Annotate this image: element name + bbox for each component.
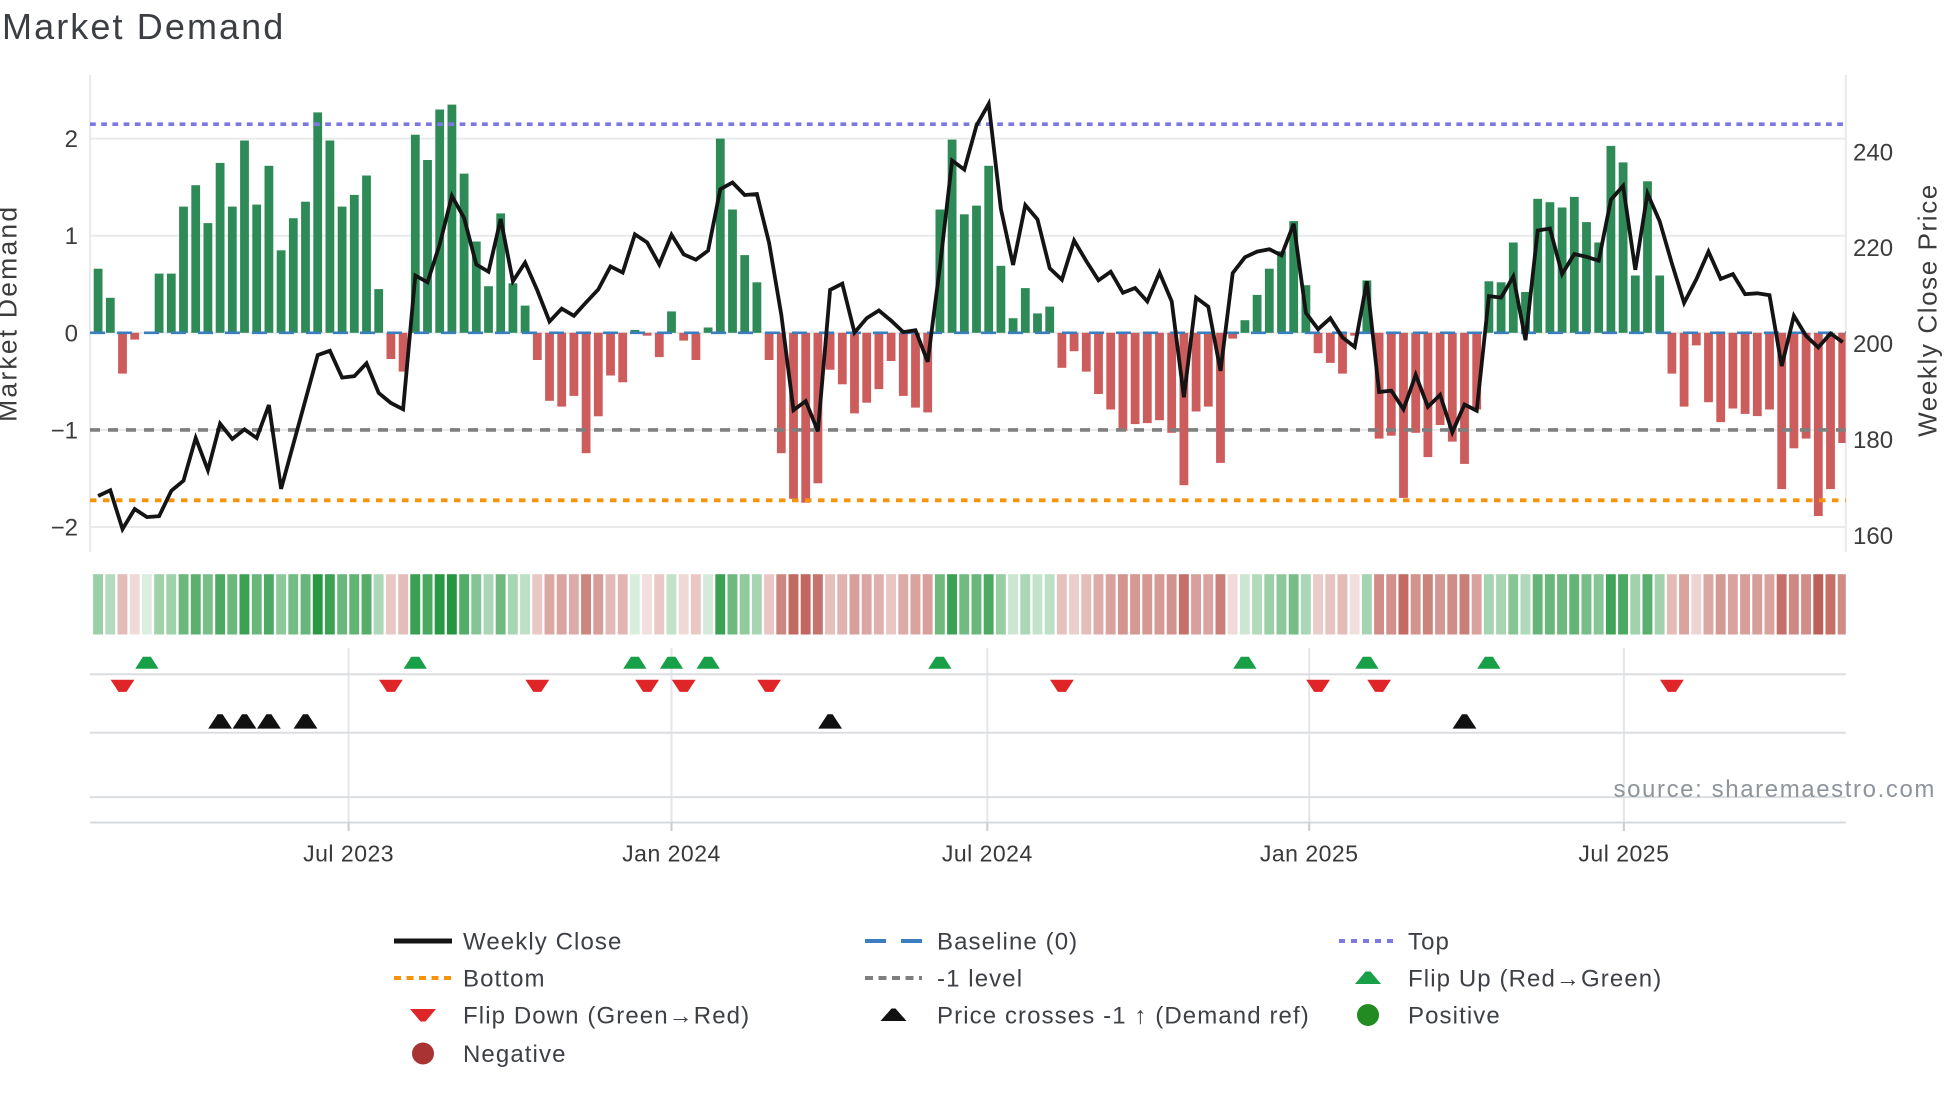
svg-text:−2: −2 bbox=[51, 515, 78, 542]
svg-text:200: 200 bbox=[1853, 331, 1893, 358]
svg-text:-1 level: -1 level bbox=[937, 966, 1023, 993]
svg-text:0: 0 bbox=[65, 320, 78, 347]
svg-text:Baseline (0): Baseline (0) bbox=[937, 929, 1078, 956]
svg-text:Top: Top bbox=[1408, 929, 1450, 956]
svg-text:240: 240 bbox=[1853, 139, 1893, 166]
svg-text:Market Demand: Market Demand bbox=[2, 6, 285, 47]
svg-text:Jul 2023: Jul 2023 bbox=[303, 841, 394, 867]
svg-text:Jul 2025: Jul 2025 bbox=[1578, 841, 1669, 867]
svg-text:2: 2 bbox=[65, 126, 78, 153]
svg-text:source: sharemaestro.com: source: sharemaestro.com bbox=[1613, 776, 1936, 803]
svg-text:Market Demand: Market Demand bbox=[0, 205, 23, 422]
svg-text:220: 220 bbox=[1853, 235, 1893, 262]
svg-text:Positive: Positive bbox=[1408, 1003, 1501, 1030]
svg-text:Bottom: Bottom bbox=[463, 966, 546, 993]
svg-text:1: 1 bbox=[65, 223, 78, 250]
svg-text:Jan 2025: Jan 2025 bbox=[1260, 841, 1359, 867]
svg-text:Weekly Close Price: Weekly Close Price bbox=[1913, 183, 1943, 437]
svg-text:−1: −1 bbox=[51, 417, 78, 444]
svg-text:Jul 2024: Jul 2024 bbox=[942, 841, 1033, 867]
svg-text:Jan 2024: Jan 2024 bbox=[622, 841, 721, 867]
svg-text:Weekly Close: Weekly Close bbox=[463, 929, 622, 956]
svg-text:160: 160 bbox=[1853, 523, 1893, 550]
svg-text:Price crosses -1 ↑ (Demand ref: Price crosses -1 ↑ (Demand ref) bbox=[937, 1003, 1310, 1030]
svg-text:Negative: Negative bbox=[463, 1041, 567, 1068]
svg-text:Flip Down (Green→Red): Flip Down (Green→Red) bbox=[463, 1003, 750, 1030]
svg-text:Flip Up (Red→Green): Flip Up (Red→Green) bbox=[1408, 966, 1662, 993]
svg-text:180: 180 bbox=[1853, 427, 1893, 454]
